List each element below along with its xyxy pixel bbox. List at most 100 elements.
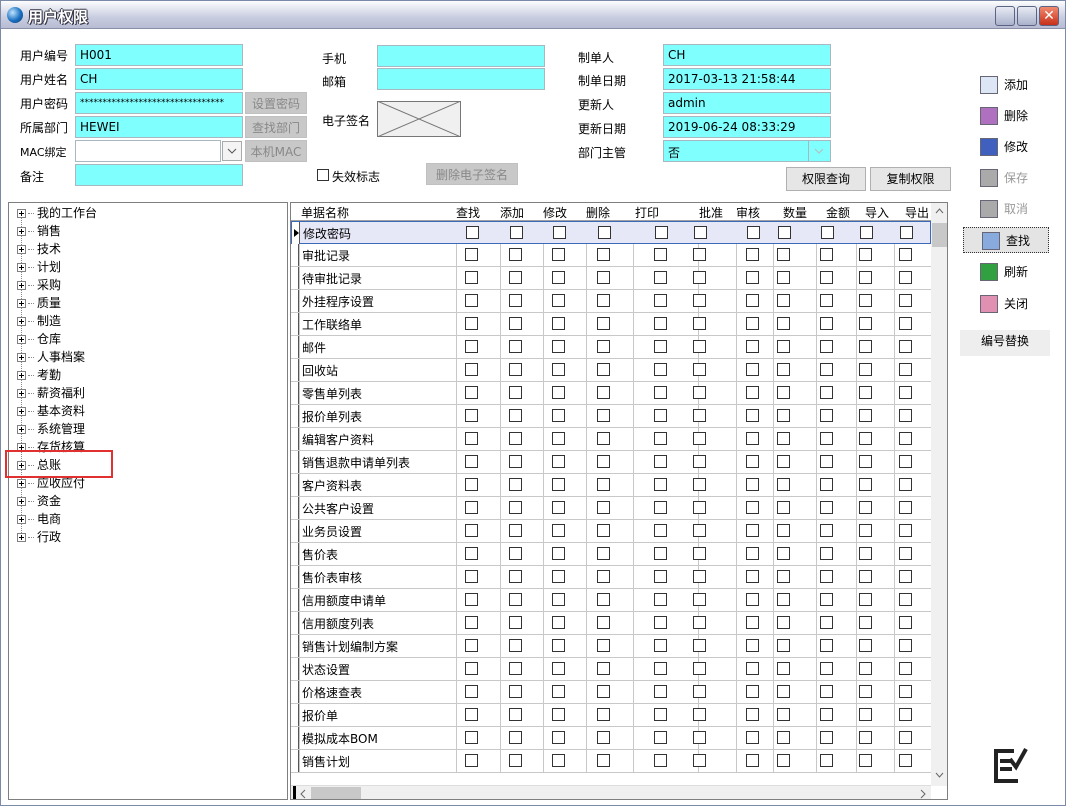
permission-checkbox-导入[interactable] bbox=[859, 616, 872, 629]
permission-checkbox-导入[interactable] bbox=[859, 501, 872, 514]
expand-plus-icon[interactable] bbox=[17, 533, 26, 542]
create-date-field[interactable]: 2017-03-13 21:58:44 bbox=[663, 68, 831, 90]
tree-node[interactable]: 采购 bbox=[17, 276, 61, 294]
permission-checkbox-打印[interactable] bbox=[654, 662, 667, 675]
permission-checkbox-导入[interactable] bbox=[860, 226, 873, 239]
permission-checkbox-删除[interactable] bbox=[597, 616, 610, 629]
permission-checkbox-金额[interactable] bbox=[820, 662, 833, 675]
permission-checkbox-修改[interactable] bbox=[552, 501, 565, 514]
permission-checkbox-金额[interactable] bbox=[820, 363, 833, 376]
tree-node[interactable]: 薪资福利 bbox=[17, 384, 85, 402]
permission-checkbox-打印[interactable] bbox=[654, 731, 667, 744]
permission-checkbox-数量[interactable] bbox=[777, 754, 790, 767]
table-row[interactable]: 外挂程序设置 bbox=[291, 290, 931, 313]
tree-node[interactable]: 应收应付 bbox=[17, 474, 85, 492]
permission-checkbox-批准[interactable] bbox=[693, 294, 706, 307]
permission-checkbox-金额[interactable] bbox=[820, 317, 833, 330]
permission-checkbox-查找[interactable] bbox=[465, 317, 478, 330]
table-row[interactable]: 模拟成本BOM bbox=[291, 727, 931, 750]
permission-checkbox-导出[interactable] bbox=[899, 662, 912, 675]
permission-checkbox-数量[interactable] bbox=[777, 363, 790, 376]
permission-checkbox-数量[interactable] bbox=[777, 340, 790, 353]
permission-checkbox-批准[interactable] bbox=[693, 685, 706, 698]
table-row[interactable]: 信用额度列表 bbox=[291, 612, 931, 635]
permission-checkbox-金额[interactable] bbox=[820, 731, 833, 744]
permission-checkbox-查找[interactable] bbox=[465, 547, 478, 560]
permission-checkbox-打印[interactable] bbox=[654, 340, 667, 353]
expand-plus-icon[interactable] bbox=[17, 497, 26, 506]
permission-checkbox-审核[interactable] bbox=[746, 455, 759, 468]
permission-checkbox-打印[interactable] bbox=[654, 593, 667, 606]
permission-checkbox-打印[interactable] bbox=[654, 524, 667, 537]
permission-checkbox-查找[interactable] bbox=[465, 363, 478, 376]
table-row[interactable]: 价格速查表 bbox=[291, 681, 931, 704]
permission-checkbox-金额[interactable] bbox=[820, 340, 833, 353]
permission-checkbox-批准[interactable] bbox=[693, 662, 706, 675]
table-row[interactable]: 工作联络单 bbox=[291, 313, 931, 336]
permission-checkbox-金额[interactable] bbox=[820, 386, 833, 399]
expand-plus-icon[interactable] bbox=[17, 515, 26, 524]
tree-node[interactable]: 计划 bbox=[17, 258, 61, 276]
tree-node[interactable]: 系统管理 bbox=[17, 420, 85, 438]
close-button[interactable]: ✕ bbox=[1039, 6, 1059, 26]
permission-checkbox-查找[interactable] bbox=[465, 432, 478, 445]
toolbar-search-magnifier-button[interactable]: 查找 bbox=[963, 227, 1049, 253]
toolbar-save-button[interactable]: 保存 bbox=[962, 165, 1050, 191]
permission-checkbox-审核[interactable] bbox=[746, 662, 759, 675]
tree-node[interactable]: 基本资料 bbox=[17, 402, 85, 420]
permission-checkbox-修改[interactable] bbox=[552, 386, 565, 399]
permission-checkbox-导入[interactable] bbox=[859, 363, 872, 376]
permission-checkbox-导出[interactable] bbox=[899, 639, 912, 652]
permission-checkbox-添加[interactable] bbox=[509, 386, 522, 399]
permission-checkbox-导入[interactable] bbox=[859, 478, 872, 491]
permission-checkbox-修改[interactable] bbox=[552, 524, 565, 537]
permission-checkbox-修改[interactable] bbox=[552, 731, 565, 744]
table-row[interactable]: 零售单列表 bbox=[291, 382, 931, 405]
permission-checkbox-审核[interactable] bbox=[746, 432, 759, 445]
permission-checkbox-批准[interactable] bbox=[693, 593, 706, 606]
permission-checkbox-删除[interactable] bbox=[597, 501, 610, 514]
permission-checkbox-删除[interactable] bbox=[597, 593, 610, 606]
permission-checkbox-删除[interactable] bbox=[597, 409, 610, 422]
column-header[interactable]: 单据名称 bbox=[301, 206, 350, 220]
permission-checkbox-导入[interactable] bbox=[859, 639, 872, 652]
permission-checkbox-数量[interactable] bbox=[777, 409, 790, 422]
permission-checkbox-导出[interactable] bbox=[899, 593, 912, 606]
permission-checkbox-数量[interactable] bbox=[777, 501, 790, 514]
permission-checkbox-删除[interactable] bbox=[597, 271, 610, 284]
toolbar-delete-hand-button[interactable]: 删除 bbox=[962, 103, 1050, 129]
permission-checkbox-金额[interactable] bbox=[820, 501, 833, 514]
permission-checkbox-数量[interactable] bbox=[777, 731, 790, 744]
permission-checkbox-添加[interactable] bbox=[509, 271, 522, 284]
permission-checkbox-删除[interactable] bbox=[597, 432, 610, 445]
permission-checkbox-添加[interactable] bbox=[509, 455, 522, 468]
permission-checkbox-金额[interactable] bbox=[820, 685, 833, 698]
permission-checkbox-导出[interactable] bbox=[899, 363, 912, 376]
tree-node[interactable]: 考勤 bbox=[17, 366, 61, 384]
permission-checkbox-添加[interactable] bbox=[509, 524, 522, 537]
permission-checkbox-导出[interactable] bbox=[899, 524, 912, 537]
toolbar-cancel-button[interactable]: 取消 bbox=[962, 196, 1050, 222]
permission-checkbox-审核[interactable] bbox=[746, 478, 759, 491]
permission-checkbox-批准[interactable] bbox=[693, 754, 706, 767]
permission-checkbox-打印[interactable] bbox=[654, 294, 667, 307]
permission-checkbox-删除[interactable] bbox=[597, 317, 610, 330]
permission-checkbox-导出[interactable] bbox=[899, 547, 912, 560]
tree-node[interactable]: 我的工作台 bbox=[17, 204, 97, 222]
expand-plus-icon[interactable] bbox=[17, 389, 26, 398]
vertical-scrollbar[interactable] bbox=[931, 203, 947, 786]
permission-checkbox-添加[interactable] bbox=[509, 547, 522, 560]
expand-plus-icon[interactable] bbox=[17, 227, 26, 236]
permission-checkbox-打印[interactable] bbox=[654, 248, 667, 261]
permission-checkbox-删除[interactable] bbox=[598, 226, 611, 239]
permission-checkbox-导入[interactable] bbox=[859, 386, 872, 399]
table-row[interactable]: 信用额度申请单 bbox=[291, 589, 931, 612]
permission-checkbox-查找[interactable] bbox=[465, 386, 478, 399]
scroll-right-icon[interactable] bbox=[919, 789, 927, 799]
permission-checkbox-查找[interactable] bbox=[465, 294, 478, 307]
permission-checkbox-导出[interactable] bbox=[899, 317, 912, 330]
horizontal-scroll-thumb[interactable] bbox=[311, 787, 361, 799]
permission-checkbox-导入[interactable] bbox=[859, 317, 872, 330]
permission-checkbox-打印[interactable] bbox=[654, 616, 667, 629]
table-row[interactable]: 编辑客户资料 bbox=[291, 428, 931, 451]
